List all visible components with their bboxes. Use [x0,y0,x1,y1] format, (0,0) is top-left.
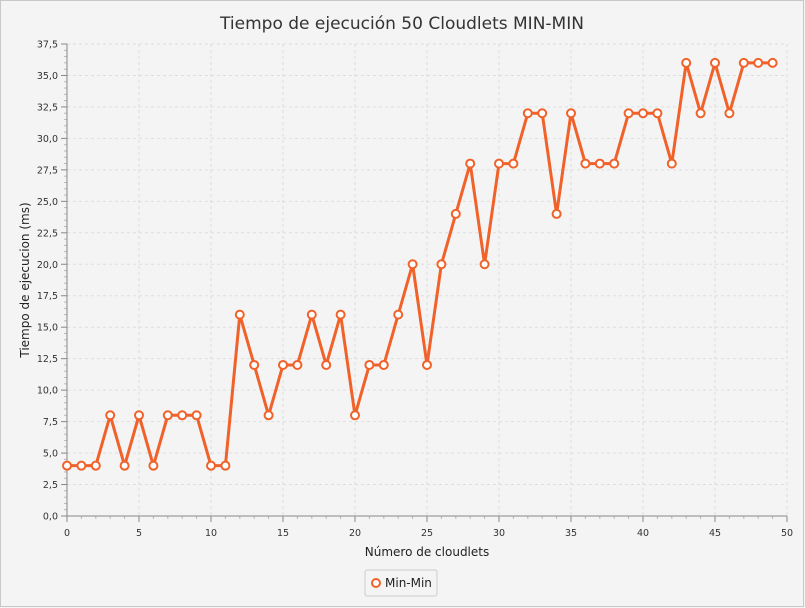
legend-marker-min-min [371,578,381,588]
y-tick-label: 2,5 [43,480,58,491]
data-point [724,108,735,119]
data-point [522,108,533,119]
y-tick-label: 20,0 [37,260,58,271]
data-point [450,208,461,219]
data-point [148,460,159,471]
y-tick-label: 27,5 [37,165,58,176]
data-point [234,309,245,320]
data-point [753,57,764,68]
data-point [378,359,389,370]
data-point [249,359,260,370]
data-point [666,158,677,169]
data-point [62,460,72,471]
y-tick-label: 5,0 [43,449,58,460]
y-tick-label: 37,5 [37,40,58,51]
data-point [609,158,620,169]
y-tick-label: 30,0 [37,134,58,145]
data-point [537,108,548,119]
x-axis-label: Número de cloudlets [365,545,489,559]
data-point [465,158,476,169]
x-tick-label: 5 [136,528,142,539]
y-axis-label: Tiempo de ejecucion (ms) [18,202,32,358]
data-point [90,460,101,471]
data-point [508,158,519,169]
y-tick-label: 7,5 [43,417,58,428]
y-tick-label: 32,5 [37,102,58,113]
data-point [710,57,720,68]
data-point [76,460,87,471]
data-point [292,359,303,370]
y-tick-label: 10,0 [37,386,58,397]
legend-label-min-min: Min-Min [385,576,432,590]
data-point [580,158,591,169]
data-point [422,359,432,370]
data-point [436,259,447,270]
x-tick-label: 45 [709,528,721,539]
data-point [220,460,231,471]
data-point [551,208,562,219]
y-tick-label: 15,0 [37,323,58,334]
data-point [263,410,274,421]
x-tick-label: 20 [349,528,361,539]
x-tick-label: 0 [64,528,70,539]
data-point [393,309,404,320]
data-point [407,259,418,270]
data-point [652,108,663,119]
data-point [623,108,634,119]
data-point [321,359,332,370]
x-tick-label: 30 [493,528,505,539]
data-point [105,410,116,421]
data-point [191,410,202,421]
y-tick-label: 35,0 [37,71,58,82]
data-point [350,410,360,421]
x-tick-label: 10 [205,528,217,539]
x-tick-label: 35 [565,528,577,539]
y-tick-label: 25,0 [37,197,58,208]
y-tick-label: 12,5 [37,354,58,365]
x-tick-label: 15 [277,528,289,539]
y-tick-label: 22,5 [37,228,58,239]
data-point [278,359,288,370]
data-point [695,108,706,119]
data-point [306,309,317,320]
data-point [177,410,188,421]
x-tick-label: 50 [781,528,793,539]
data-point [494,158,504,169]
data-point [594,158,605,169]
data-point [364,359,375,370]
data-point [638,108,648,119]
data-point [119,460,130,471]
x-tick-label: 40 [637,528,649,539]
y-tick-label: 17,5 [37,291,58,302]
data-point [206,460,216,471]
data-point [479,259,490,270]
legend-box [364,569,438,597]
x-tick-label: 25 [421,528,433,539]
plot-area: 0 5 10 15 20 25 30 35 40 45 50 0,0 2,5 5,0 7,5 10,0 12,5… [37,40,793,540]
data-point [134,410,144,421]
data-point [681,57,692,68]
legend: Min-Min [364,569,438,597]
data-point [767,57,778,68]
chart-title: Tiempo de ejecución 50 Cloudlets MIN-MIN [219,14,584,34]
y-tick-label: 0,0 [43,512,58,523]
data-point [162,410,173,421]
data-point [335,309,346,320]
data-point [738,57,749,68]
data-point [566,108,576,119]
